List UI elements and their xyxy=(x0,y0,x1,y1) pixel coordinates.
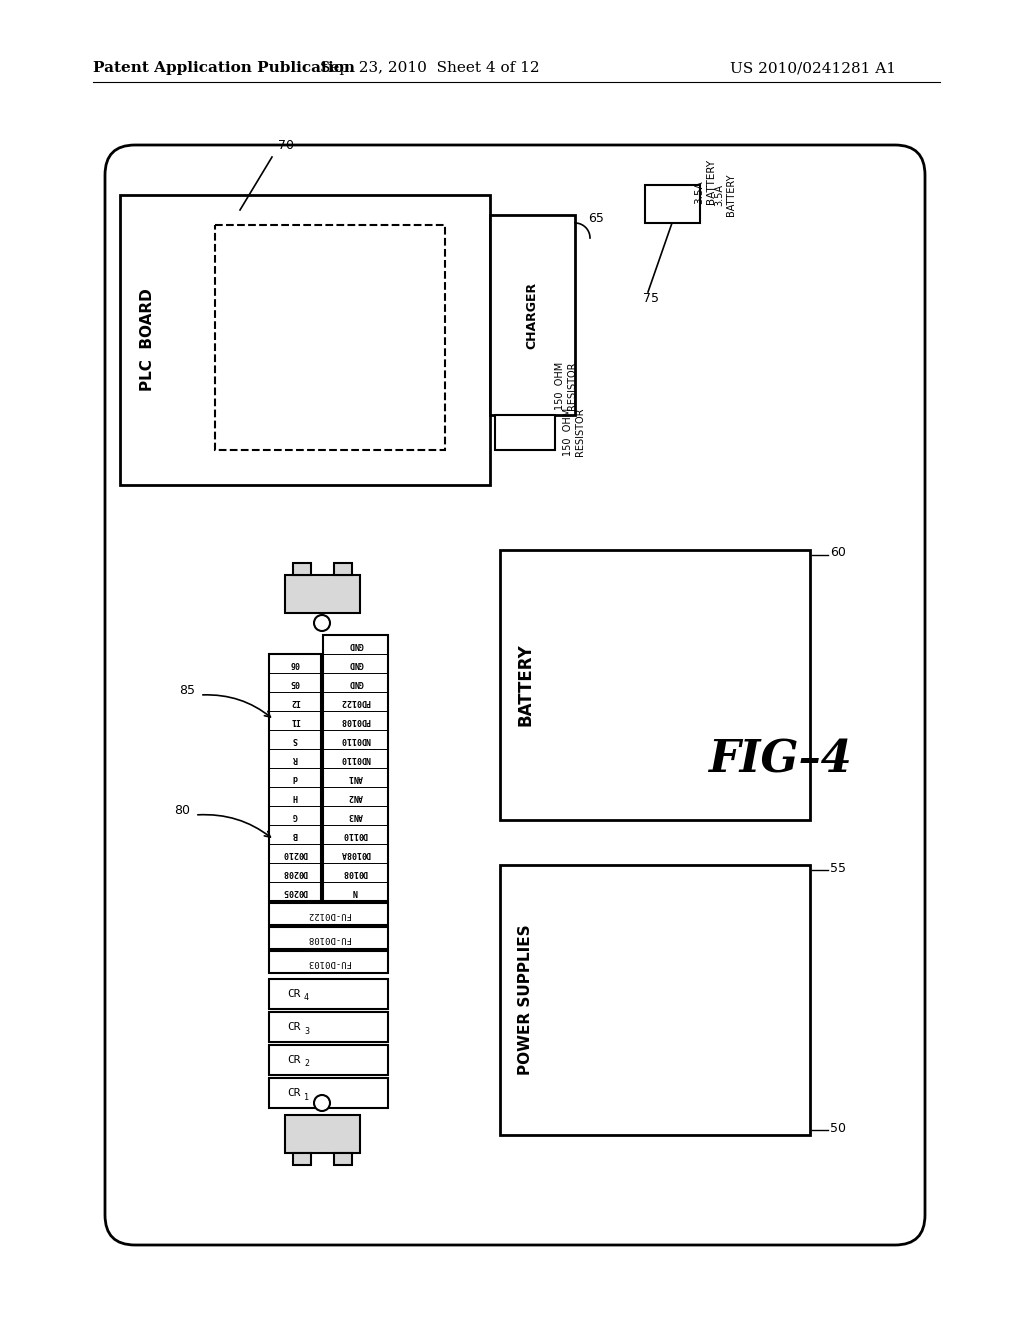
Text: 150  OHM
RESISTOR: 150 OHM RESISTOR xyxy=(563,408,585,457)
Text: D0208: D0208 xyxy=(283,869,307,876)
Text: S: S xyxy=(293,735,298,744)
Bar xyxy=(215,224,445,450)
Text: 2: 2 xyxy=(304,1060,309,1068)
Text: H: H xyxy=(293,792,298,801)
Bar xyxy=(293,1152,311,1166)
Circle shape xyxy=(314,615,330,631)
Text: 06: 06 xyxy=(290,659,300,668)
Bar xyxy=(495,414,555,450)
Text: Patent Application Publication: Patent Application Publication xyxy=(93,61,355,75)
Bar xyxy=(269,1078,388,1107)
Text: 80: 80 xyxy=(174,804,190,817)
Bar xyxy=(269,903,388,925)
Text: D0205: D0205 xyxy=(283,887,307,896)
Text: AN3: AN3 xyxy=(348,810,362,820)
Text: CHARGER: CHARGER xyxy=(525,281,539,348)
Text: 4: 4 xyxy=(304,994,309,1002)
Text: N: N xyxy=(353,887,358,896)
Text: R: R xyxy=(293,754,298,763)
Bar xyxy=(269,1012,388,1041)
Bar xyxy=(120,195,490,484)
Text: d: d xyxy=(293,774,298,781)
Text: 85: 85 xyxy=(179,684,195,697)
Text: 150  OHM: 150 OHM xyxy=(555,362,565,411)
Text: 3: 3 xyxy=(304,1027,309,1035)
Text: 50: 50 xyxy=(830,1122,846,1134)
Text: ND0110: ND0110 xyxy=(341,735,371,744)
Text: 3.5A: 3.5A xyxy=(714,183,724,206)
Bar xyxy=(500,550,810,820)
Text: D0108: D0108 xyxy=(343,869,368,876)
Text: 55: 55 xyxy=(830,862,846,874)
Text: PD0108: PD0108 xyxy=(341,715,371,725)
Text: US 2010/0241281 A1: US 2010/0241281 A1 xyxy=(730,61,896,75)
Text: POWER SUPPLIES: POWER SUPPLIES xyxy=(517,925,532,1076)
Text: PLC  BOARD: PLC BOARD xyxy=(140,289,156,391)
Text: BATTERY: BATTERY xyxy=(726,174,736,216)
Bar xyxy=(269,927,388,949)
Text: Sep. 23, 2010  Sheet 4 of 12: Sep. 23, 2010 Sheet 4 of 12 xyxy=(321,61,540,75)
Bar xyxy=(500,865,810,1135)
Text: FU-D0122: FU-D0122 xyxy=(307,909,350,919)
Text: B: B xyxy=(293,830,298,840)
Text: I1: I1 xyxy=(290,715,300,725)
Bar xyxy=(334,1152,352,1166)
Text: D0108A: D0108A xyxy=(341,849,371,858)
Text: 1: 1 xyxy=(304,1093,309,1101)
Text: I2: I2 xyxy=(290,697,300,706)
Bar xyxy=(269,1045,388,1074)
Bar xyxy=(334,564,352,576)
Text: 75: 75 xyxy=(643,292,659,305)
Text: 60: 60 xyxy=(830,546,846,560)
Bar xyxy=(285,1115,360,1152)
Text: GND: GND xyxy=(348,640,362,649)
Text: BATTERY: BATTERY xyxy=(516,644,534,726)
Text: FIG–4: FIG–4 xyxy=(709,738,852,781)
Bar xyxy=(490,215,575,414)
Bar xyxy=(293,564,311,576)
Text: FU-D0103: FU-D0103 xyxy=(307,957,350,966)
Text: AN1: AN1 xyxy=(348,774,362,781)
Bar xyxy=(323,635,388,902)
Text: PD0122: PD0122 xyxy=(341,697,371,706)
Text: 70: 70 xyxy=(278,139,294,152)
Text: CR: CR xyxy=(287,1022,300,1032)
Text: ND0110: ND0110 xyxy=(341,754,371,763)
Text: 3.5A
BATTERY: 3.5A BATTERY xyxy=(694,158,716,205)
Text: GND: GND xyxy=(348,659,362,668)
Text: CR: CR xyxy=(287,989,300,999)
Text: 05: 05 xyxy=(290,678,300,686)
Text: CR: CR xyxy=(287,1055,300,1065)
Text: 65: 65 xyxy=(588,211,604,224)
Bar xyxy=(269,950,388,973)
Circle shape xyxy=(314,1096,330,1111)
Text: RESISTOR: RESISTOR xyxy=(567,362,577,411)
Text: AN2: AN2 xyxy=(348,792,362,801)
FancyBboxPatch shape xyxy=(105,145,925,1245)
Text: D0210: D0210 xyxy=(283,849,307,858)
Text: FU-D0108: FU-D0108 xyxy=(307,933,350,942)
Bar xyxy=(269,653,321,902)
Text: G: G xyxy=(293,810,298,820)
Text: D0110: D0110 xyxy=(343,830,368,840)
Bar xyxy=(285,576,360,612)
Text: GND: GND xyxy=(348,678,362,686)
Bar xyxy=(645,185,700,223)
Text: CR: CR xyxy=(287,1088,300,1098)
Bar xyxy=(269,979,388,1008)
